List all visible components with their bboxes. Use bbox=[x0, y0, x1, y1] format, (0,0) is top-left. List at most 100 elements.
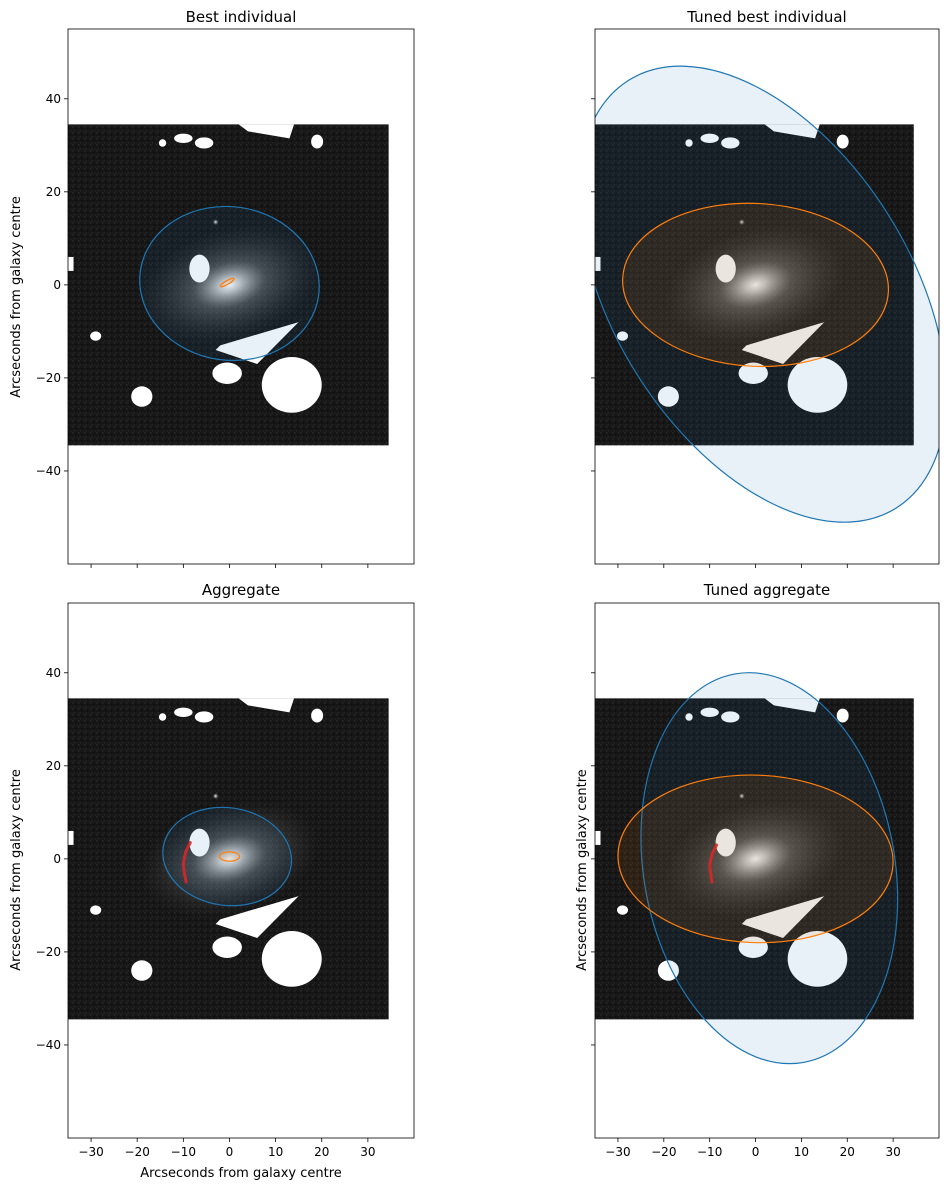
mask-blob bbox=[131, 386, 153, 407]
mask-blob bbox=[715, 828, 736, 857]
bulge-ellipse bbox=[622, 202, 890, 368]
plot-content bbox=[68, 698, 389, 1020]
x-tick-label: 0 bbox=[226, 1145, 234, 1159]
mask-blob bbox=[158, 713, 167, 721]
mask-blob bbox=[787, 930, 848, 987]
mask-regions bbox=[68, 124, 324, 413]
galaxy-light bbox=[139, 799, 320, 918]
mask-blob bbox=[158, 139, 167, 147]
panel-best-individual: Best individual 40 20 0 −20 −40 Arcseconds f… bbox=[9, 8, 415, 568]
x-tick-label: −30 bbox=[605, 1145, 630, 1159]
panel-title: Tuned aggregate bbox=[703, 581, 831, 599]
mask-blob bbox=[174, 133, 193, 143]
mask-blob bbox=[836, 134, 849, 149]
mask-blob bbox=[617, 905, 629, 915]
galaxy-light bbox=[139, 225, 320, 344]
galaxy-light bbox=[665, 225, 846, 344]
disk-ellipse bbox=[162, 806, 293, 907]
axes-area: −30 −20 −10 0 10 20 30 bbox=[591, 602, 940, 1159]
mask-blob bbox=[595, 256, 601, 271]
mask-blob bbox=[764, 698, 820, 713]
panel-title: Best individual bbox=[186, 8, 297, 26]
mask-blob bbox=[787, 356, 848, 413]
mask-blob bbox=[715, 254, 736, 283]
mask-blob bbox=[68, 256, 74, 271]
y-tick-label: 20 bbox=[46, 185, 61, 199]
y-axis-label: Arcseconds from galaxy centre bbox=[9, 196, 24, 398]
y-tick-label: −20 bbox=[36, 371, 61, 385]
mask-blob bbox=[238, 698, 295, 713]
mask-blob bbox=[194, 137, 214, 149]
x-tick-label: −20 bbox=[651, 1145, 676, 1159]
x-tick-label: 30 bbox=[885, 1145, 900, 1159]
plot-content bbox=[68, 124, 389, 446]
mask-regions bbox=[595, 698, 849, 987]
disk-ellipse bbox=[595, 65, 939, 523]
mask-regions bbox=[595, 124, 849, 413]
x-tick-label: 20 bbox=[840, 1145, 855, 1159]
axes-area: 40 20 0 −20 −40 bbox=[36, 28, 415, 568]
mask-blob bbox=[595, 830, 601, 845]
y-tick-label: 0 bbox=[53, 852, 61, 866]
y-tick-label: 40 bbox=[46, 92, 61, 106]
y-tick-label: 20 bbox=[46, 759, 61, 773]
panel-title: Aggregate bbox=[202, 581, 280, 599]
mask-blob bbox=[721, 711, 740, 723]
mask-blob bbox=[836, 708, 849, 723]
mask-blob bbox=[68, 830, 74, 845]
mask-blob bbox=[738, 362, 768, 384]
mask-blob bbox=[90, 905, 102, 915]
x-tick-label: −10 bbox=[697, 1145, 722, 1159]
galaxy-light bbox=[665, 799, 846, 918]
star-point bbox=[738, 793, 745, 800]
mask-blob bbox=[194, 711, 214, 723]
y-tick-label: −40 bbox=[36, 1038, 61, 1052]
mask-blob bbox=[189, 254, 210, 283]
mask-blob bbox=[721, 137, 740, 149]
x-tick-label: −10 bbox=[171, 1145, 196, 1159]
mask-blob bbox=[212, 362, 242, 384]
x-tick-label: 0 bbox=[752, 1145, 760, 1159]
plot-content bbox=[595, 65, 939, 523]
x-tick-label: −30 bbox=[78, 1145, 103, 1159]
axes-area: −30 −20 −10 0 10 20 30 40 20 0 −20 −40 bbox=[36, 602, 415, 1159]
panel-tuned-best-individual: Tuned best individual bbox=[591, 8, 940, 568]
x-tick-label: 20 bbox=[314, 1145, 329, 1159]
mask-blob bbox=[741, 891, 829, 938]
y-tick-label: 0 bbox=[53, 278, 61, 292]
x-tick-label: 30 bbox=[360, 1145, 375, 1159]
bulge-ellipse bbox=[218, 851, 241, 862]
spiral-arm bbox=[708, 843, 719, 884]
x-tick-label: 10 bbox=[794, 1145, 809, 1159]
mask-blob bbox=[131, 960, 153, 981]
mask-blob bbox=[238, 124, 295, 139]
y-tick-label: 40 bbox=[46, 666, 61, 680]
mask-blob bbox=[215, 317, 304, 364]
mask-regions bbox=[68, 698, 324, 987]
mask-blob bbox=[764, 124, 820, 139]
y-axis-label: Arcseconds from galaxy centre bbox=[575, 769, 590, 971]
mask-blob bbox=[212, 936, 242, 958]
y-tick-label: −20 bbox=[36, 945, 61, 959]
axes-frame bbox=[67, 602, 415, 1139]
axes-frame bbox=[594, 602, 940, 1139]
bulge-ellipse bbox=[219, 277, 235, 288]
mask-blob bbox=[685, 139, 693, 147]
mask-blob bbox=[174, 707, 193, 717]
bulge-ellipse bbox=[617, 774, 894, 944]
mask-blob bbox=[311, 708, 324, 723]
plot-content bbox=[595, 672, 914, 1065]
y-axis-label: Arcseconds from galaxy centre bbox=[9, 769, 24, 971]
star-point bbox=[212, 219, 219, 226]
mask-blob bbox=[657, 386, 679, 407]
panel-tuned-aggregate: Tuned aggregate −30 −20 −10 0 10 20 30 Arcseco… bbox=[575, 581, 940, 1159]
mask-blob bbox=[657, 960, 679, 981]
star-point bbox=[212, 793, 219, 800]
mask-blob bbox=[700, 133, 719, 143]
x-tick-label: 10 bbox=[268, 1145, 283, 1159]
mask-blob bbox=[261, 930, 322, 987]
mask-blob bbox=[700, 707, 719, 717]
x-tick-label: −20 bbox=[125, 1145, 150, 1159]
axes-frame bbox=[594, 28, 940, 565]
